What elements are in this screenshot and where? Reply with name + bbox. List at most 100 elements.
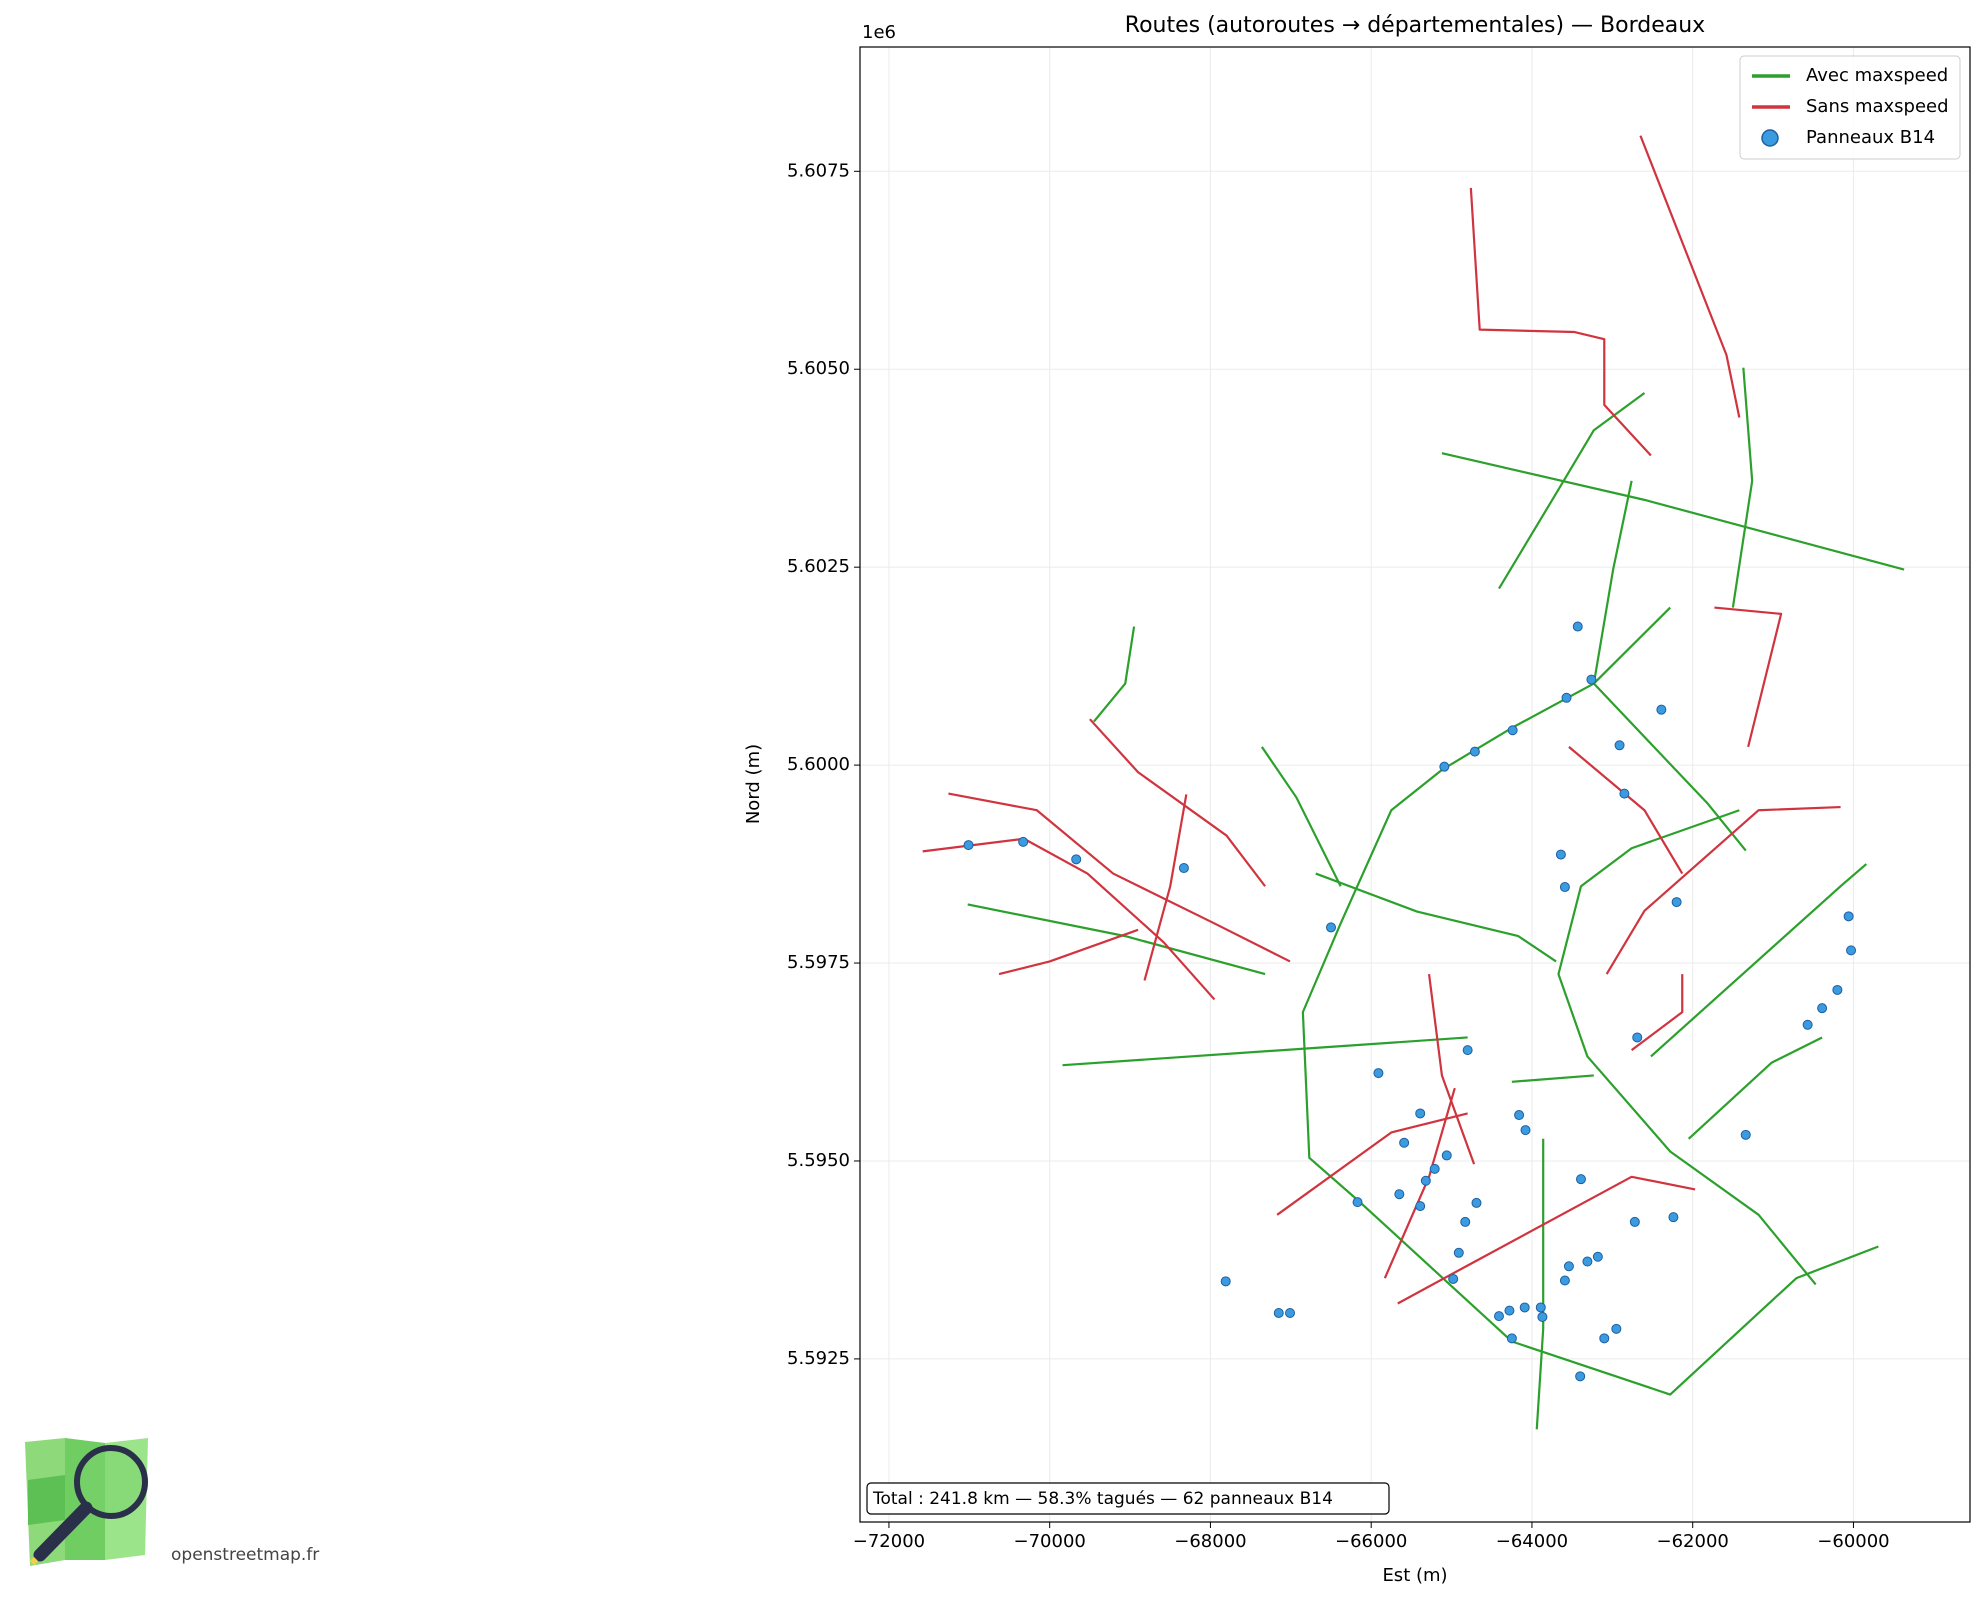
b14-sign (1561, 692, 1572, 703)
y-tick-label: 5.6000 (787, 754, 850, 775)
road (1427, 973, 1476, 1165)
b14-sign (1326, 922, 1337, 933)
b14-sign (1611, 1323, 1622, 1334)
road (1276, 1112, 1468, 1216)
b14-sign (1559, 1275, 1570, 1286)
b14-sign (1537, 1311, 1548, 1322)
b14-sign (1535, 1302, 1546, 1313)
b14-sign (1352, 1197, 1363, 1208)
b14-sign (1178, 863, 1189, 874)
plot-area (922, 135, 1905, 1430)
b14-sign (1504, 1305, 1515, 1316)
road (1557, 809, 1817, 1286)
x-tick-label: −66000 (1335, 1531, 1407, 1552)
b14-sign (1586, 674, 1597, 685)
b14-sign (1448, 1273, 1459, 1284)
b14-sign (1817, 1003, 1828, 1014)
y-tick-label: 5.5925 (787, 1348, 850, 1369)
road (1301, 768, 1879, 1396)
road (1062, 1036, 1468, 1067)
b14-sign (1506, 1333, 1517, 1344)
b14-sign (1071, 854, 1082, 865)
grid (860, 47, 1970, 1522)
x-tick-label: −62000 (1657, 1531, 1729, 1552)
logo-text: openstreetmap.fr (171, 1545, 319, 1565)
b14-sign (1415, 1201, 1426, 1212)
road (1639, 135, 1741, 418)
b14-sign (1469, 746, 1480, 757)
logo-panel (28, 1475, 65, 1525)
b14-sign (1493, 1311, 1504, 1322)
b14-sign (1614, 740, 1625, 751)
annotation: Total : 241.8 km — 58.3% tagués — 62 pan… (872, 1489, 1333, 1509)
b14-sign (1273, 1307, 1284, 1318)
road (1498, 392, 1646, 590)
road (1143, 794, 1188, 981)
road (948, 792, 1291, 963)
b14-sign (1453, 1247, 1464, 1258)
b14-sign (1394, 1189, 1405, 1200)
road (1687, 1036, 1823, 1140)
b14-sign (1439, 761, 1450, 772)
legend-label: Panneaux B14 (1806, 127, 1935, 148)
b14-sign (1599, 1333, 1610, 1344)
b14-sign (1619, 788, 1630, 799)
b14-sign (1373, 1068, 1384, 1079)
annotation-box: Total : 241.8 km — 58.3% tagués — 62 pan… (866, 1482, 1390, 1515)
road (1441, 452, 1905, 571)
x-tick-label: −70000 (1014, 1531, 1086, 1552)
b14-sign (1285, 1307, 1296, 1318)
b14-sign (1429, 1163, 1440, 1174)
b14-sign (1629, 1216, 1640, 1227)
b14-sign (1520, 1125, 1531, 1136)
road (1592, 480, 1633, 684)
b14-sign (1656, 704, 1667, 715)
b14-sign (1471, 1197, 1482, 1208)
b14-sign (1399, 1137, 1410, 1148)
b14-sign (1018, 836, 1029, 847)
b14-sign (1668, 1212, 1679, 1223)
y-tick-label: 5.5975 (787, 952, 850, 973)
y-tick-label: 5.5950 (787, 1150, 850, 1171)
logo-lens (74, 1445, 148, 1519)
b14-sign (1420, 1175, 1431, 1186)
b14-sign (1832, 984, 1843, 995)
b14-sign (1220, 1276, 1231, 1287)
x-tick-label: −64000 (1496, 1531, 1568, 1552)
road (1630, 974, 1684, 1052)
road (922, 837, 1216, 1001)
b14-sign (1519, 1302, 1530, 1313)
road (967, 903, 1266, 976)
road (1089, 718, 1266, 887)
road (1397, 1175, 1696, 1305)
b14-sign (1671, 897, 1682, 908)
b14-sign (1740, 1129, 1751, 1140)
b14-sign (1555, 849, 1566, 860)
x-tick-label: −68000 (1174, 1531, 1246, 1552)
logo (25, 1438, 148, 1566)
b14-sign (1582, 1256, 1593, 1267)
y-tick-label: 5.6025 (787, 556, 850, 577)
road (1593, 682, 1747, 852)
b14-sign (1802, 1019, 1813, 1030)
b14-sign (1592, 1251, 1603, 1262)
b14-sign (1441, 1150, 1452, 1161)
x-tick-label: −72000 (853, 1531, 925, 1552)
road (1469, 187, 1652, 457)
x-tick-label: −60000 (1817, 1531, 1889, 1552)
axes-frame (859, 46, 1971, 1523)
b14-sign (1575, 1371, 1586, 1382)
b14-sign (1514, 1110, 1525, 1121)
road (1511, 1074, 1594, 1083)
b14-sign (1575, 1174, 1586, 1185)
b14-sign (1572, 621, 1583, 632)
b14-sign (1632, 1032, 1643, 1043)
logo-handle-tip (29, 1556, 39, 1566)
road (1605, 805, 1841, 975)
b14-sign (1563, 1261, 1574, 1272)
road (1093, 626, 1136, 723)
road (1714, 606, 1783, 748)
chart-title: Routes (autoroutes → départementales) — … (1125, 13, 1705, 38)
b14-sign (1415, 1108, 1426, 1119)
